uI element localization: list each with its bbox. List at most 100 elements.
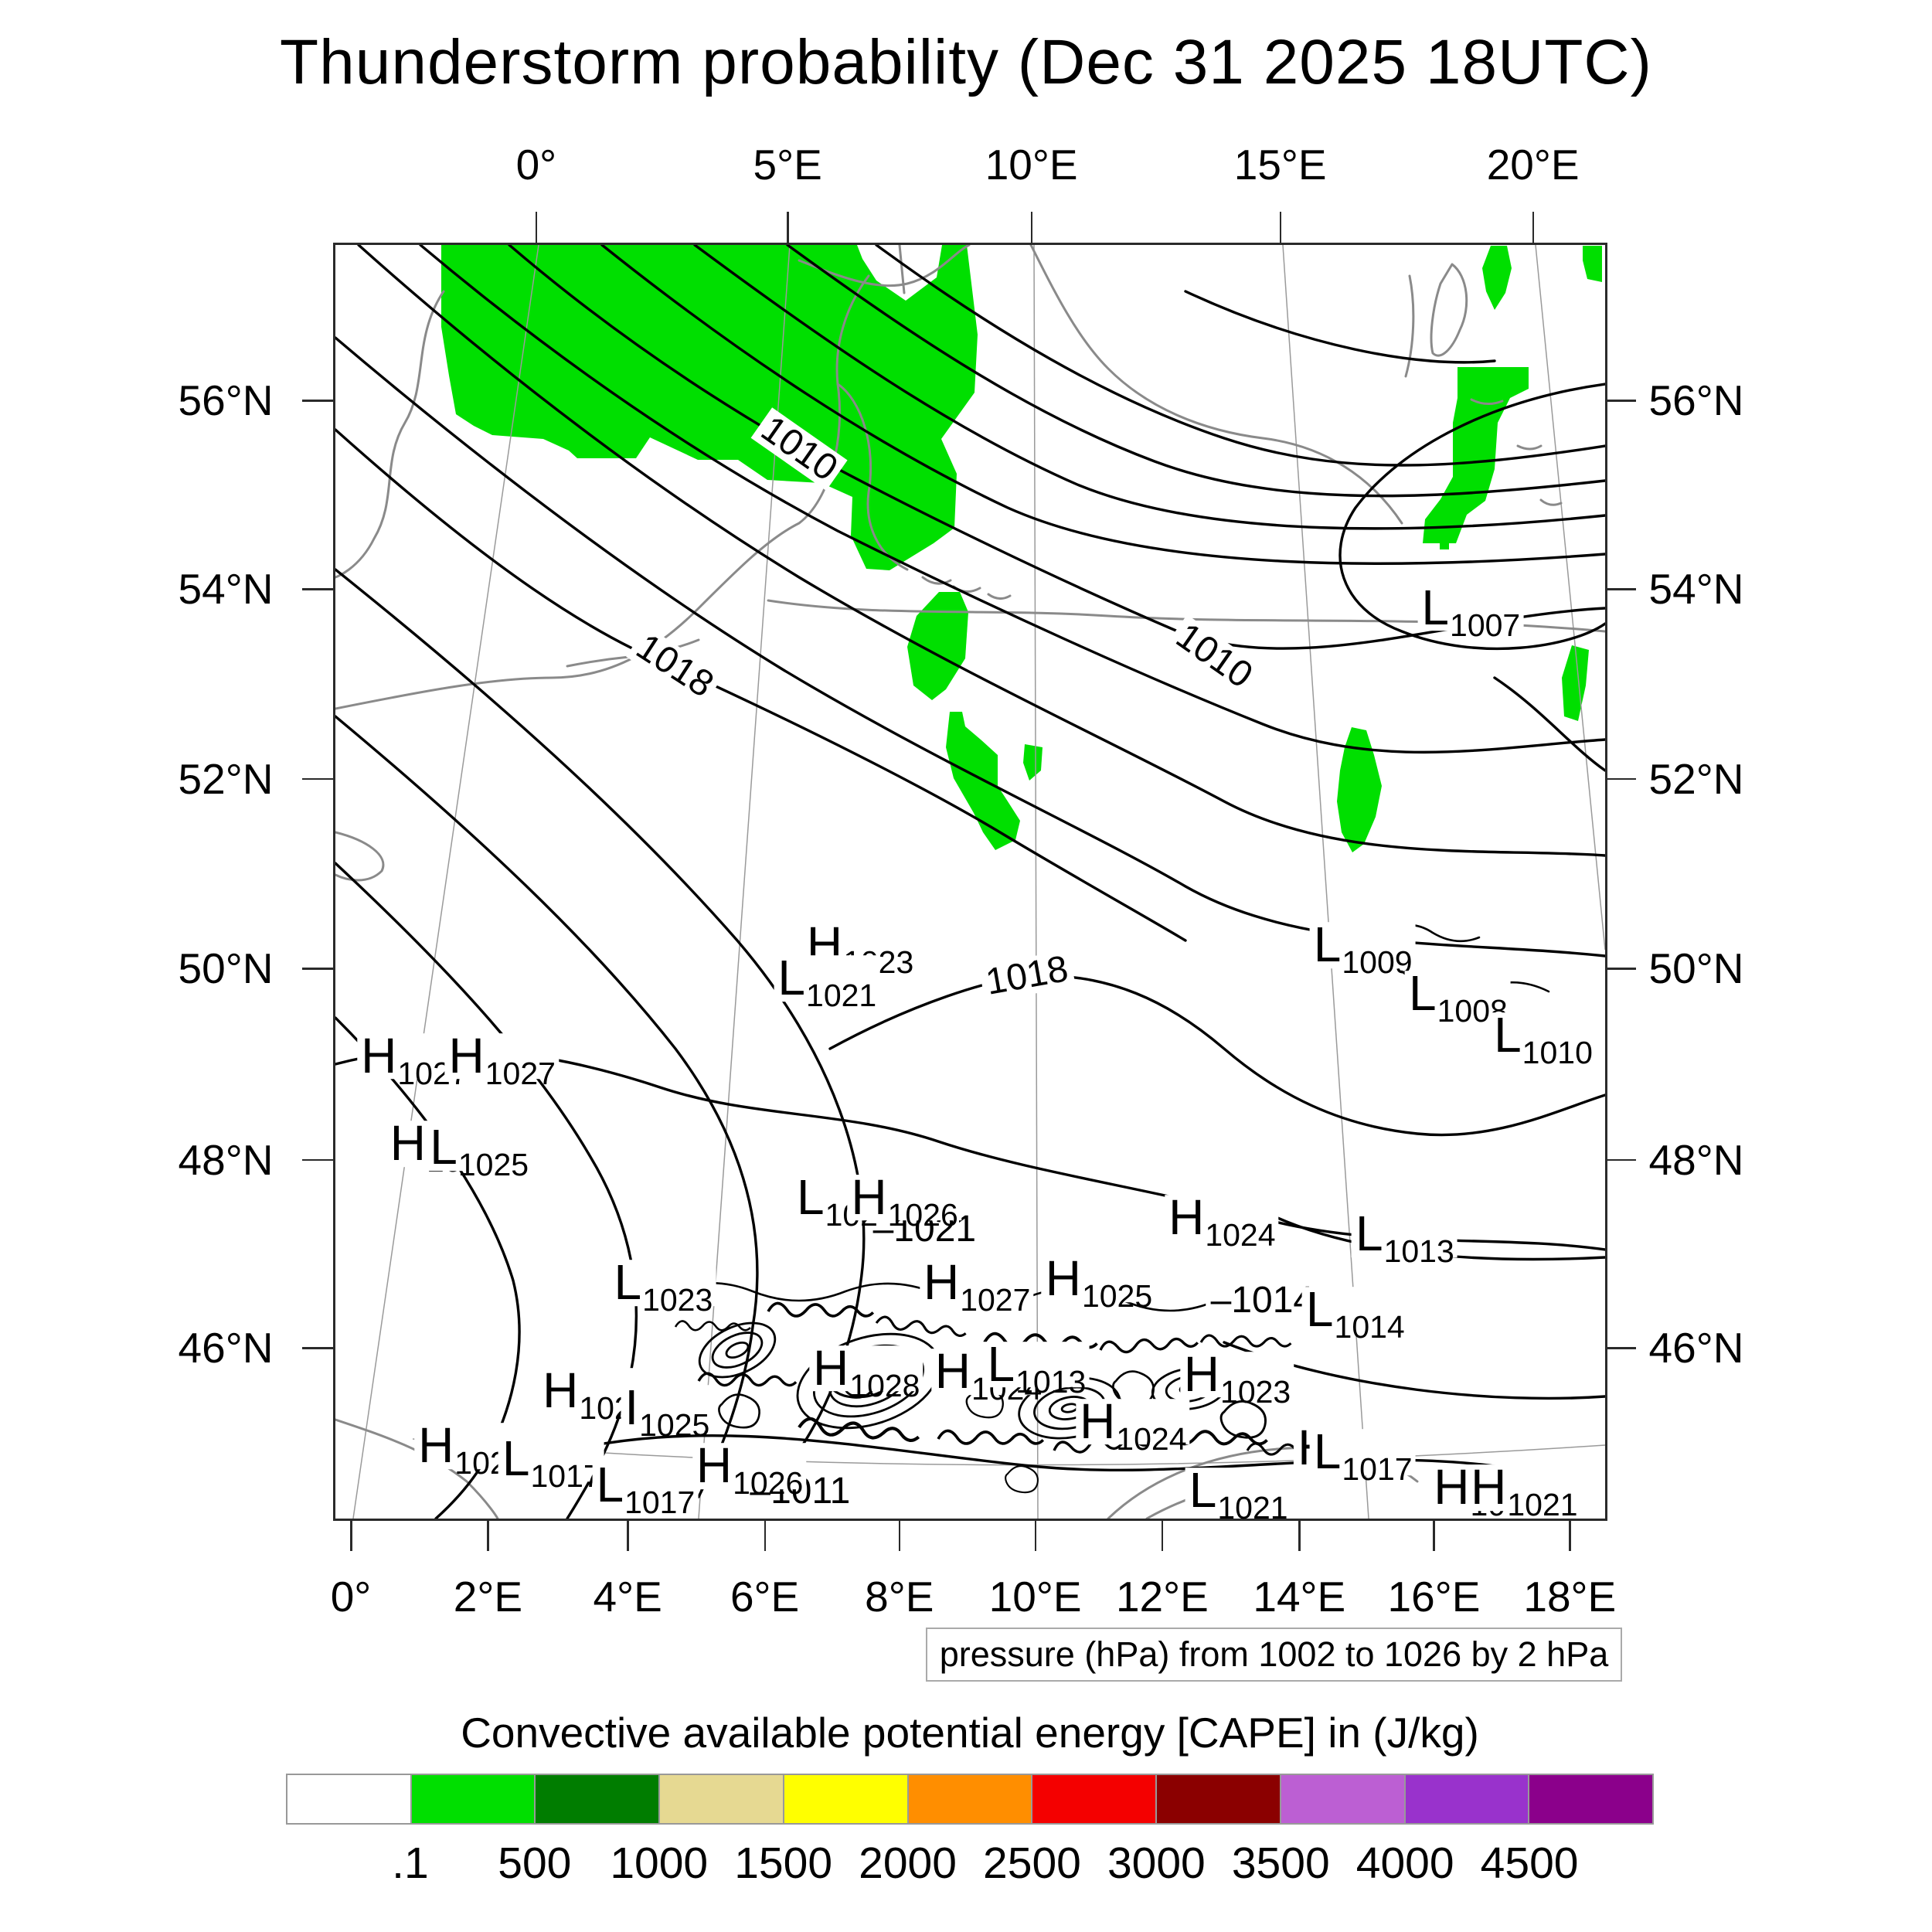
bottom-axis-tick — [898, 1520, 901, 1551]
bottom-axis-label: 2°E — [453, 1573, 523, 1621]
colorbar-tick-label: 1000 — [610, 1838, 709, 1888]
bottom-axis-label: 8°E — [865, 1573, 934, 1621]
top-axis-tick — [1030, 212, 1033, 243]
right-axis-tick — [1605, 1347, 1636, 1349]
pressure-center-label-H1025: H1025 — [1041, 1253, 1156, 1312]
colorbar-tick-label: 4500 — [1480, 1838, 1579, 1888]
right-axis-tick — [1605, 588, 1636, 590]
coastline-baltic-bits — [1470, 398, 1563, 506]
coastline-denmark — [836, 383, 909, 571]
right-axis-label: 52°N — [1648, 754, 1744, 803]
top-axis-label: 5°E — [753, 141, 822, 189]
pressure-center-label-H1024: H1024 — [1165, 1192, 1279, 1251]
cape-region-baltic — [1423, 367, 1529, 543]
colorbar-cell-7 — [1157, 1775, 1281, 1823]
colorbar-cell-0 — [287, 1775, 412, 1823]
right-axis-tick — [1605, 1158, 1636, 1162]
cape-region-baltic-tail — [1440, 543, 1449, 549]
cape-region-denmark-stripe — [907, 592, 968, 700]
pressure-center-label-H1023: H1023 — [1179, 1349, 1294, 1407]
colorbar-tick-label: 1500 — [734, 1838, 833, 1888]
bottom-axis-tick — [350, 1520, 352, 1551]
right-axis-label: 50°N — [1648, 944, 1744, 993]
bottom-axis-label: 16°E — [1387, 1573, 1481, 1621]
left-axis-label: 46°N — [178, 1324, 274, 1372]
contour-rings-3 — [698, 1321, 777, 1379]
colorbar-tick-label: 3500 — [1231, 1838, 1330, 1888]
colorbar-cell-6 — [1032, 1775, 1158, 1823]
right-axis-label: 46°N — [1648, 1324, 1744, 1372]
bottom-axis-tick — [1298, 1520, 1301, 1551]
pressure-center-label-L1023: L1023 — [610, 1257, 716, 1316]
isobar-1010 — [508, 245, 1605, 650]
pressure-center-label-L1009: L1009 — [1309, 920, 1416, 978]
pressure-center-label-H1024: H1024 — [1076, 1396, 1190, 1454]
bottom-axis-tick — [1433, 1520, 1435, 1551]
bottom-axis-label: 10°E — [988, 1573, 1082, 1621]
colorbar-title: Convective available potential energy [C… — [461, 1709, 1479, 1757]
pressure-center-label-H1027: H1027 — [919, 1257, 1034, 1316]
pressure-center-label-L1017: L1017 — [498, 1434, 604, 1492]
bottom-axis-label: 0° — [330, 1573, 372, 1621]
colorbar-cell-8 — [1281, 1775, 1406, 1823]
top-axis-tick — [787, 212, 789, 243]
pressure-center-label-L1017: L1017 — [1309, 1427, 1416, 1485]
bottom-axis-tick — [764, 1520, 767, 1551]
bottom-axis-label: 6°E — [730, 1573, 800, 1621]
bottom-axis-tick — [487, 1520, 489, 1551]
colorbar-cell-5 — [908, 1775, 1033, 1823]
top-axis-tick — [1279, 212, 1282, 243]
pressure-center-label-L1025: L1025 — [426, 1123, 532, 1181]
map-canvas — [335, 245, 1605, 1519]
left-axis-tick — [302, 1158, 333, 1162]
cape-region-poland — [1337, 727, 1382, 852]
right-axis-label: 48°N — [1648, 1135, 1744, 1184]
pressure-center-label-L1008: L1008 — [1405, 968, 1511, 1027]
cape-region-small — [1023, 744, 1043, 781]
pressure-center-label-L1021: L1021 — [774, 953, 880, 1012]
top-axis-label: 10°E — [985, 141, 1078, 189]
pressure-center-label-H1026: H1026 — [847, 1172, 961, 1230]
bottom-axis-label: 18°E — [1523, 1573, 1617, 1621]
pressure-center-label-H1028: H1028 — [809, 1343, 923, 1401]
coastline-oland — [1404, 274, 1415, 378]
right-axis-tick — [1605, 400, 1636, 402]
pressure-center-label-L1010: L1010 — [1490, 1011, 1596, 1069]
colorbar-tick-label: 2000 — [859, 1838, 957, 1888]
pressure-center-label-H1026: H1026 — [692, 1441, 807, 1499]
colorbar-cell-2 — [536, 1775, 661, 1823]
contour-label-1014: –1014 — [1206, 1282, 1319, 1320]
pressure-caption: pressure (hPa) from 1002 to 1026 by 2 hP… — [926, 1628, 1622, 1682]
colorbar-tick-label: 4000 — [1355, 1838, 1454, 1888]
pressure-center-label-H1027: H1027 — [444, 1031, 559, 1089]
cape-region-rightedge — [1562, 645, 1589, 721]
colorbar-cell-10 — [1529, 1775, 1653, 1823]
colorbar-cell-4 — [784, 1775, 909, 1823]
top-axis-label: 0° — [515, 141, 557, 189]
right-axis-label: 56°N — [1648, 376, 1744, 425]
right-axis-tick — [1605, 777, 1636, 781]
left-axis-label: 48°N — [178, 1135, 274, 1184]
bottom-axis-label: 4°E — [593, 1573, 662, 1621]
left-axis-tick — [302, 588, 333, 590]
left-axis-tick — [302, 400, 333, 402]
bottom-axis-label: 14°E — [1253, 1573, 1346, 1621]
top-axis-tick — [535, 212, 538, 243]
pressure-center-label-L1013: L1013 — [1351, 1209, 1458, 1267]
page-title: Thunderstorm probability (Dec 31 2025 18… — [280, 27, 1652, 97]
fjord-white-notch — [857, 245, 942, 301]
pressure-center-label-H1021: H1021 — [1467, 1463, 1581, 1521]
coastline-sweden-west — [1029, 245, 1403, 525]
top-axis-label: 15°E — [1233, 141, 1327, 189]
colorbar-tick-label: 500 — [498, 1838, 572, 1888]
left-axis-label: 54°N — [178, 565, 274, 614]
bottom-axis-tick — [1569, 1520, 1571, 1551]
colorbar-tick-label: 2500 — [983, 1838, 1081, 1888]
bottom-axis-tick — [1034, 1520, 1037, 1551]
cape-shading-regions — [441, 245, 1602, 852]
colorbar-tick-label: 3000 — [1107, 1838, 1206, 1888]
coastline-brittany — [335, 831, 385, 882]
coastline-gotland — [1430, 263, 1468, 357]
coastline-norway — [798, 245, 971, 294]
top-axis-tick — [1532, 212, 1535, 243]
